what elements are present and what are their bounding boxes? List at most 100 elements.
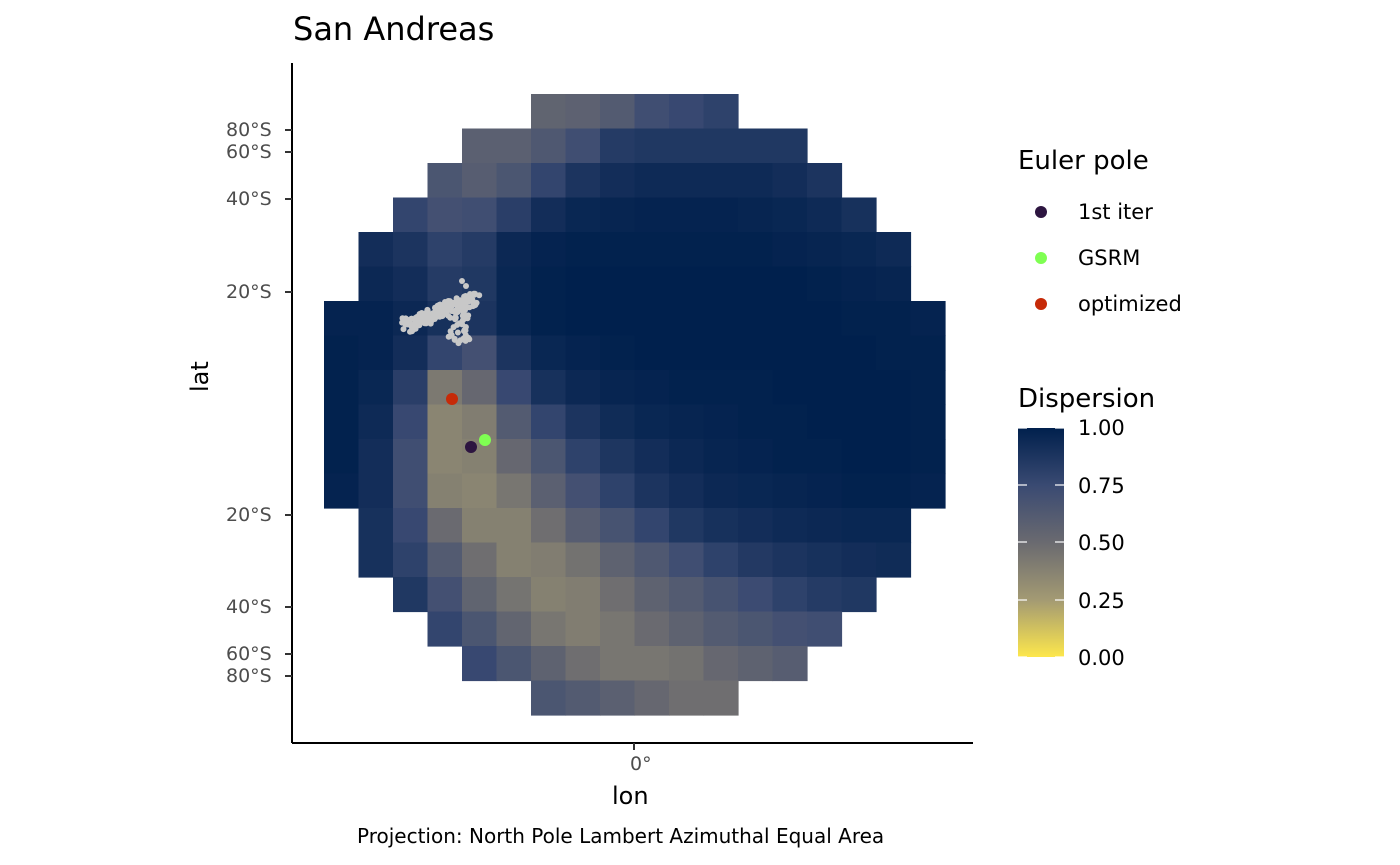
heatmap-cell xyxy=(738,197,774,233)
observation-point xyxy=(413,322,420,328)
heatmap-cell xyxy=(565,473,601,509)
heatmap-tiles xyxy=(324,94,946,716)
heatmap-cell xyxy=(807,335,843,371)
heatmap-cell xyxy=(634,611,670,647)
heatmap-cell xyxy=(703,197,739,233)
heatmap-cell xyxy=(462,577,498,613)
heatmap-cell xyxy=(876,335,912,371)
heatmap-cell xyxy=(807,301,843,337)
observation-point xyxy=(400,326,407,333)
heatmap-cell xyxy=(531,370,567,406)
heatmap-cell xyxy=(634,197,670,233)
heatmap-cell xyxy=(772,646,808,682)
heatmap-cell xyxy=(565,508,601,544)
heatmap-cell xyxy=(738,370,774,406)
observation-point xyxy=(408,315,415,322)
heatmap-cell xyxy=(393,473,429,509)
y-tick-label: 20°S xyxy=(226,504,272,526)
heatmap-cell xyxy=(807,439,843,475)
heatmap-cell xyxy=(462,128,498,164)
heatmap-cell xyxy=(669,439,705,475)
heatmap-cell xyxy=(358,370,394,406)
heatmap-cell xyxy=(565,611,601,647)
heatmap-cell xyxy=(772,577,808,613)
colorbar-label: 0.75 xyxy=(1078,474,1125,498)
heatmap-cell xyxy=(703,473,739,509)
observation-point xyxy=(461,293,468,300)
heatmap-cell xyxy=(634,335,670,371)
observation-point xyxy=(454,321,461,328)
heatmap-cell xyxy=(738,266,774,302)
euler-pole-gsrm xyxy=(479,434,491,446)
heatmap-cell xyxy=(772,370,808,406)
heatmap-cell xyxy=(600,266,636,302)
heatmap-cell xyxy=(634,577,670,613)
heatmap-cell xyxy=(703,370,739,406)
heatmap-cell xyxy=(738,404,774,440)
heatmap-cell xyxy=(565,301,601,337)
heatmap-cell xyxy=(772,439,808,475)
heatmap-cell xyxy=(772,542,808,578)
heatmap-cell xyxy=(738,577,774,613)
heatmap-cell xyxy=(496,335,532,371)
heatmap-cell xyxy=(427,473,463,509)
colorbar-title: Dispersion xyxy=(1018,384,1156,414)
observation-point xyxy=(451,335,458,342)
heatmap-cell xyxy=(358,508,394,544)
heatmap-cell xyxy=(772,611,808,647)
heatmap-cell xyxy=(703,301,739,337)
heatmap-cell xyxy=(393,577,429,613)
heatmap-cell xyxy=(634,646,670,682)
heatmap-cell xyxy=(703,508,739,544)
heatmap-cell xyxy=(496,370,532,406)
heatmap-cell xyxy=(324,473,360,509)
heatmap-cell xyxy=(910,439,946,475)
heatmap-cell xyxy=(738,439,774,475)
heatmap-cell xyxy=(427,508,463,544)
heatmap-cell xyxy=(876,266,912,302)
observation-point xyxy=(447,328,454,335)
heatmap-cell xyxy=(669,232,705,268)
heatmap-cell xyxy=(703,646,739,682)
heatmap-cell xyxy=(772,473,808,509)
heatmap-cell xyxy=(669,611,705,647)
observation-point xyxy=(452,314,459,321)
y-tick-label: 80°S xyxy=(226,119,272,141)
heatmap-cell xyxy=(669,335,705,371)
heatmap-cell xyxy=(669,197,705,233)
heatmap-cell xyxy=(703,611,739,647)
observation-point xyxy=(465,312,472,319)
heatmap-cell xyxy=(738,473,774,509)
heatmap-cell xyxy=(669,542,705,578)
heatmap-cell xyxy=(496,197,532,233)
heatmap-cell xyxy=(600,473,636,509)
heatmap-cell xyxy=(565,163,601,199)
heatmap-cell xyxy=(876,232,912,268)
heatmap-cell xyxy=(462,163,498,199)
observation-point xyxy=(399,319,406,326)
heatmap-cell xyxy=(703,266,739,302)
heatmap-cell xyxy=(393,542,429,578)
heatmap-cell xyxy=(600,232,636,268)
heatmap-cell xyxy=(324,404,360,440)
observation-point xyxy=(418,310,425,316)
heatmap-cell xyxy=(600,508,636,544)
heatmap-cell xyxy=(496,301,532,337)
heatmap-cell xyxy=(462,646,498,682)
heatmap-cell xyxy=(841,542,877,578)
heatmap-cell xyxy=(565,577,601,613)
heatmap-cell xyxy=(634,439,670,475)
heatmap-cell xyxy=(634,542,670,578)
heatmap-cell xyxy=(634,94,670,130)
heatmap-cell xyxy=(669,370,705,406)
euler-pole-optimized xyxy=(446,393,458,405)
heatmap-cell xyxy=(462,232,498,268)
heatmap-cell xyxy=(496,577,532,613)
observation-cloud xyxy=(399,278,483,347)
observation-point xyxy=(445,333,452,340)
y-tick-label: 20°S xyxy=(226,281,272,303)
chart-title: San Andreas xyxy=(293,10,495,48)
heatmap-cell xyxy=(807,404,843,440)
legend-key-optimized xyxy=(1035,298,1047,310)
heatmap-cell xyxy=(565,404,601,440)
